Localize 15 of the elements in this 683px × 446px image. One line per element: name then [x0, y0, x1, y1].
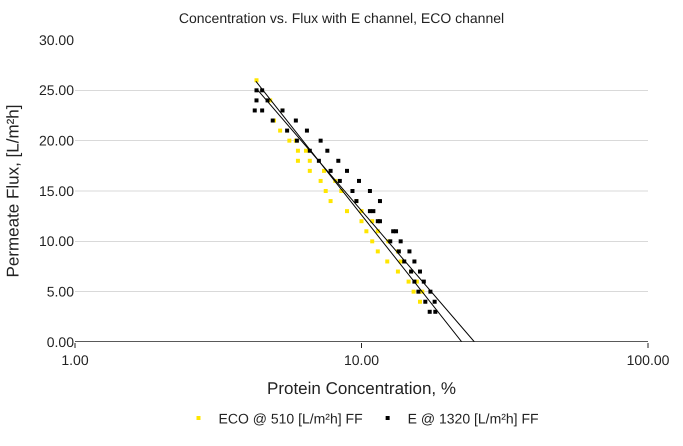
legend-label: E @ 1320 [L/m²h] FF — [408, 410, 539, 426]
chart-title: Concentration vs. Flux with E channel, ECO channel — [178, 10, 504, 26]
x-tick-label: 100.00 — [626, 352, 670, 368]
x-tick-label: 10.00 — [344, 352, 380, 368]
x-tick-label: 1.00 — [61, 352, 89, 368]
legend-label: ECO @ 510 [L/m²h] FF — [218, 410, 363, 426]
y-tick-label: 15.00 — [38, 182, 74, 199]
y-tick-label: 10.00 — [38, 233, 74, 250]
y-tick-label: 25.00 — [38, 82, 74, 98]
y-tick-label: 0.00 — [46, 334, 74, 350]
y-tick-label: 30.00 — [38, 32, 74, 48]
y-tick-label: 5.00 — [46, 284, 74, 300]
x-axis-title: Protein Concentration, % — [267, 379, 456, 398]
y-tick-label: 20.00 — [38, 132, 74, 149]
y-axis-title: Permeate Flux, [L/m²h] — [4, 104, 23, 278]
